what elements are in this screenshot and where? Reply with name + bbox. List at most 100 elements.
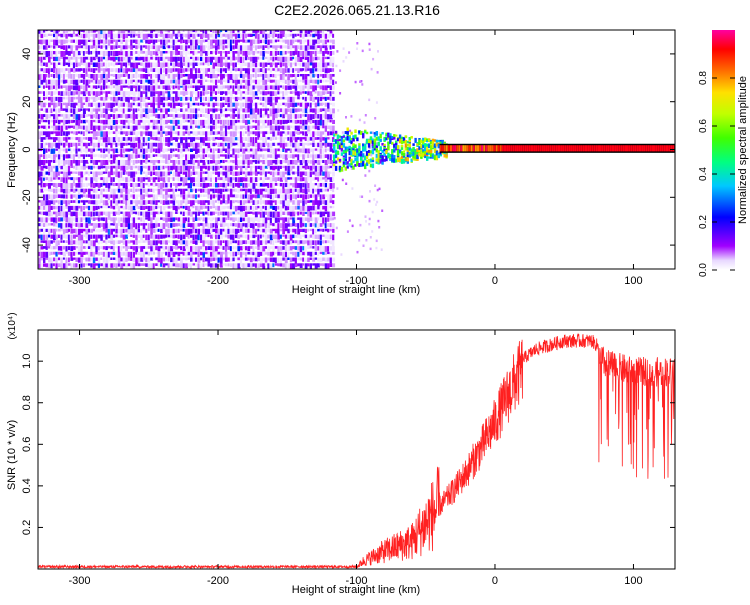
spectrogram-cell (155, 45, 158, 52)
spectrogram-cell (137, 223, 140, 229)
spectrogram-cell (212, 246, 215, 253)
spectrogram-cell (205, 74, 208, 77)
spectrogram-cell (264, 171, 267, 177)
spectrogram-cell (38, 188, 41, 193)
spectrogram-cell (185, 79, 188, 85)
spectrogram-cell (197, 45, 201, 50)
spectrogram-cell (269, 56, 272, 61)
spectrogram-cell (177, 194, 180, 197)
spectrogram-cell (38, 142, 41, 149)
spectrogram-cell (249, 108, 253, 115)
spectrogram-cell (302, 154, 305, 160)
spectrogram-cell (244, 108, 248, 113)
spectrogram-cell (172, 91, 176, 94)
spectrogram-cell (165, 154, 168, 160)
spectrogram-cell (274, 51, 277, 56)
spectrogram-cell (110, 85, 113, 89)
spectrogram-cell (127, 114, 131, 119)
spectrogram-cell (257, 114, 261, 121)
spectrogram-cell (117, 240, 121, 244)
spectrogram-cell (135, 125, 138, 130)
spectrogram-cell (132, 45, 136, 48)
spectrogram-cell (165, 240, 168, 245)
spectrogram-cell (220, 79, 223, 85)
spectrogram-cell (82, 74, 86, 80)
spectrogram-cell (55, 85, 58, 91)
spectrogram-cell (185, 45, 188, 51)
spectrogram-cell (125, 125, 128, 129)
spectrogram-cell (87, 68, 90, 72)
spectrogram-cell (190, 33, 193, 38)
spectrogram-cell (147, 51, 151, 56)
spectrogram-cell (157, 131, 161, 135)
spectrogram-cell (297, 205, 301, 210)
spectrogram-cell (322, 68, 325, 72)
spectrogram-cell (195, 108, 198, 114)
spectrogram-cell (53, 177, 56, 180)
spectrogram-cell (140, 102, 143, 108)
spectrogram-cell (267, 251, 270, 256)
spectrogram-cell (299, 85, 302, 92)
spectrogram-cell (160, 79, 163, 85)
spectrogram-cell (259, 96, 262, 101)
spectrogram-cell (284, 96, 287, 101)
spectrogram-cell (48, 56, 51, 63)
spectrogram-cell (222, 125, 226, 129)
spectrogram-cell (299, 194, 303, 198)
spectrogram-cell (177, 85, 181, 90)
spectrogram-cell (87, 30, 90, 34)
spectrogram-cell (165, 102, 168, 106)
spectrogram-cell (327, 257, 330, 262)
spectrogram-cell (314, 200, 318, 205)
spectrogram-cell (38, 131, 41, 138)
spectrogram-cell (332, 171, 335, 177)
spectrogram-cell (70, 200, 73, 203)
spectrogram-cell (244, 234, 247, 239)
spectrogram-cell (254, 45, 257, 51)
spectrogram-cell (65, 33, 68, 39)
spectrogram-cell (232, 188, 235, 192)
spectrogram-cell (269, 148, 272, 154)
spectrogram-cell (102, 246, 106, 250)
spectrogram-cell (57, 74, 61, 80)
spectrogram-cell (292, 205, 295, 212)
spectrogram-cell (220, 56, 223, 63)
spectrogram-cell (180, 263, 183, 268)
spectrogram-cell (67, 177, 71, 180)
spectrogram-cell (205, 125, 207, 129)
spectrogram-cell (152, 125, 156, 130)
spectrogram-cell (75, 45, 79, 51)
spectrogram-cell (147, 257, 151, 263)
spectrogram-cell (317, 257, 320, 262)
spectrogram-cell (67, 79, 71, 86)
spectrogram-cell (115, 160, 118, 166)
spectrogram-cell (269, 45, 273, 48)
spectrogram-cell (80, 211, 83, 216)
spectrogram-cell (324, 148, 327, 153)
spectrogram-cell (232, 240, 235, 244)
spectrogram-cell (234, 108, 237, 111)
spectrogram-cell (182, 263, 185, 269)
spectrogram-cell (170, 246, 174, 252)
spectrogram-cell (122, 96, 126, 101)
spectrogram-cell (232, 39, 235, 44)
spectrogram-cell (185, 165, 189, 171)
spectrogram-cell (92, 91, 96, 96)
spectrogram-cell (90, 85, 94, 91)
spectrogram-cell (220, 257, 223, 264)
spectrogram-cell (130, 257, 133, 261)
spectrogram-cell (302, 217, 305, 223)
spectrogram-cell (202, 194, 206, 197)
spectrogram-cell (304, 39, 307, 43)
spectrogram-cell (132, 165, 136, 169)
spectrogram-cell (95, 223, 98, 228)
spectrogram-cell (177, 183, 181, 187)
spectrogram-cell (249, 33, 253, 37)
spectrogram-cell (132, 177, 135, 182)
spectrogram-cell (272, 246, 275, 252)
spectrogram-cell (145, 85, 148, 91)
spectrogram-cell (244, 165, 248, 171)
spectrogram-cell (105, 148, 108, 152)
spectrogram-cell (120, 223, 123, 228)
spectrogram-cell (269, 160, 273, 165)
